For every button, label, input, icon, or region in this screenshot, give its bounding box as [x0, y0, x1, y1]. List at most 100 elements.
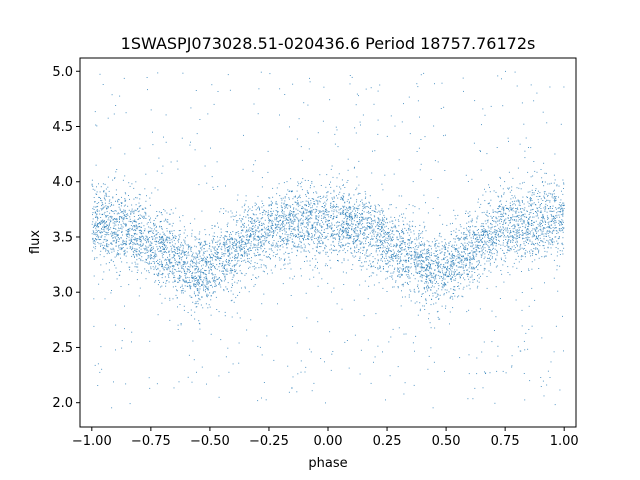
- data-point: [240, 244, 242, 246]
- data-point: [529, 233, 531, 235]
- data-point: [398, 195, 400, 197]
- data-point: [99, 230, 101, 232]
- data-point: [105, 192, 107, 194]
- data-point: [431, 268, 433, 270]
- data-point: [366, 236, 368, 238]
- data-point: [430, 245, 432, 247]
- data-point: [339, 221, 340, 223]
- data-point: [248, 220, 249, 222]
- data-point: [386, 252, 388, 254]
- data-point: [247, 260, 249, 262]
- data-point: [419, 253, 421, 255]
- data-point: [464, 279, 466, 281]
- data-point: [296, 246, 298, 248]
- data-point: [238, 362, 240, 364]
- data-point: [411, 251, 412, 253]
- data-point: [561, 210, 563, 212]
- data-point: [166, 252, 168, 254]
- data-point: [283, 226, 285, 228]
- data-point: [386, 217, 388, 219]
- data-point: [304, 219, 306, 220]
- data-point: [549, 230, 550, 232]
- data-point: [380, 258, 382, 260]
- data-point: [102, 206, 104, 208]
- data-point: [494, 211, 496, 213]
- data-point: [108, 234, 110, 236]
- data-point: [451, 280, 452, 282]
- data-point: [247, 241, 249, 243]
- data-point: [196, 283, 198, 285]
- data-point: [356, 235, 358, 237]
- data-point: [353, 235, 355, 237]
- data-point: [419, 256, 421, 258]
- data-point: [144, 230, 146, 232]
- data-point: [203, 290, 205, 292]
- data-point: [162, 241, 164, 243]
- data-point: [161, 266, 163, 268]
- data-point: [330, 267, 332, 269]
- data-point: [129, 230, 131, 232]
- data-point: [315, 258, 317, 260]
- data-point: [500, 236, 502, 238]
- data-point: [437, 293, 439, 295]
- data-point: [221, 256, 223, 257]
- data-point: [255, 229, 257, 231]
- data-point: [332, 176, 334, 178]
- data-point: [324, 217, 326, 219]
- data-point: [147, 255, 149, 257]
- data-point: [422, 237, 424, 239]
- data-point: [393, 286, 395, 288]
- data-point: [560, 214, 562, 216]
- data-point: [218, 283, 220, 285]
- data-point: [447, 266, 448, 268]
- data-point: [174, 277, 176, 278]
- data-point: [233, 248, 235, 249]
- data-point: [418, 233, 420, 235]
- data-point: [304, 208, 306, 210]
- data-point: [110, 248, 112, 250]
- data-point: [211, 278, 213, 280]
- data-point: [100, 232, 102, 234]
- data-point: [322, 213, 324, 215]
- data-point: [355, 189, 357, 191]
- data-point: [191, 246, 193, 248]
- data-point: [321, 211, 323, 213]
- data-point: [311, 207, 313, 209]
- data-point: [473, 258, 474, 260]
- data-point: [554, 197, 556, 199]
- data-point: [387, 237, 389, 239]
- data-point: [329, 236, 331, 238]
- data-point: [134, 243, 136, 245]
- data-point: [369, 244, 371, 246]
- data-point: [419, 266, 421, 268]
- data-point: [192, 271, 194, 273]
- data-point: [363, 237, 365, 239]
- data-point: [172, 265, 174, 266]
- data-point: [137, 263, 139, 265]
- data-point: [198, 250, 200, 252]
- data-point: [443, 283, 445, 285]
- data-point: [230, 270, 232, 272]
- data-point: [451, 256, 453, 258]
- data-point: [219, 260, 221, 262]
- data-point: [525, 237, 527, 239]
- data-point: [221, 252, 223, 254]
- data-point: [383, 245, 385, 247]
- data-point: [96, 209, 98, 211]
- data-point: [501, 219, 503, 221]
- data-point: [137, 269, 139, 271]
- data-point: [553, 196, 555, 197]
- data-point: [154, 261, 156, 263]
- data-point: [451, 274, 453, 275]
- data-point: [287, 237, 289, 239]
- data-point: [419, 244, 421, 246]
- data-point: [388, 250, 390, 251]
- data-point: [342, 206, 344, 208]
- data-point: [500, 229, 502, 231]
- data-point: [283, 259, 285, 261]
- data-point: [282, 224, 283, 226]
- data-point: [560, 207, 562, 209]
- data-point: [300, 268, 302, 270]
- data-point: [414, 248, 416, 250]
- data-point: [322, 250, 324, 252]
